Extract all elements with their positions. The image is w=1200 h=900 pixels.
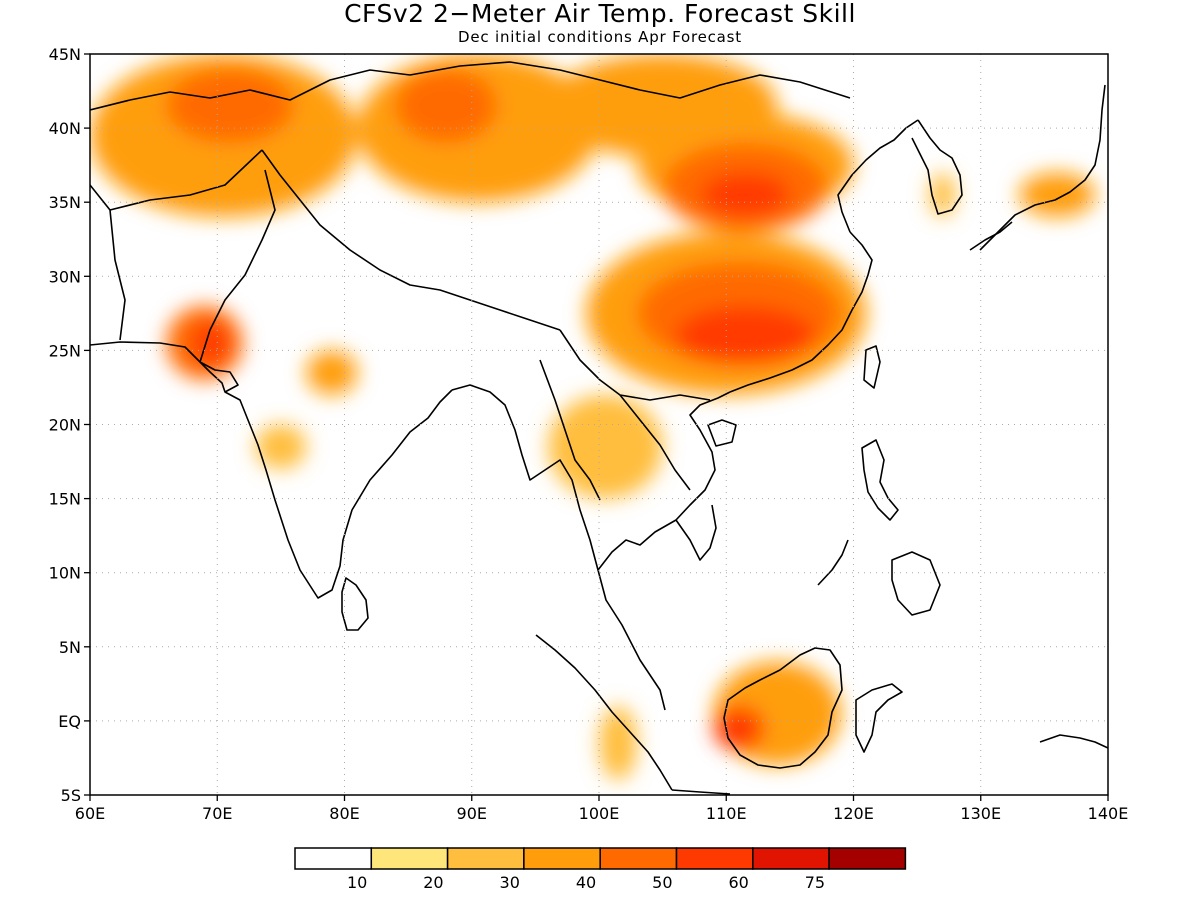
coastline-sri-lanka bbox=[341, 577, 369, 631]
skill-region-tarim-hotspot bbox=[395, 68, 498, 143]
skill-region-pakistan-peak bbox=[191, 320, 230, 366]
border-afghanistan bbox=[109, 149, 263, 211]
colorbar-label: 30 bbox=[500, 873, 520, 892]
lat-tick-label: EQ bbox=[58, 712, 81, 731]
coastline-japan bbox=[979, 84, 1106, 251]
coastlines bbox=[90, 61, 1108, 795]
border-central-asia bbox=[90, 69, 411, 111]
lat-tick-label: 40N bbox=[49, 119, 81, 138]
skill-region-north-china-peak bbox=[700, 172, 790, 218]
lon-tick-label: 130E bbox=[960, 804, 1001, 823]
lat-tick-label: 10N bbox=[49, 564, 81, 583]
skill-region-western-ghats bbox=[255, 424, 307, 469]
colorbar-swatch bbox=[370, 847, 449, 870]
border-mongolia-china bbox=[409, 61, 851, 99]
skill-region-indochina bbox=[548, 394, 663, 499]
colorbar-label: 10 bbox=[347, 873, 367, 892]
lon-tick-label: 70E bbox=[202, 804, 232, 823]
lat-tick-label: 45N bbox=[49, 45, 81, 64]
colorbar-swatch bbox=[752, 847, 830, 870]
coastline-palawan bbox=[817, 539, 849, 586]
lat-tick-label: 25N bbox=[49, 341, 81, 360]
colorbar-label: 20 bbox=[423, 873, 443, 892]
colorbar-swatch bbox=[446, 847, 525, 870]
coastline-kyushu bbox=[969, 221, 1013, 251]
skill-region-central-india bbox=[306, 350, 358, 395]
coastline-java bbox=[671, 789, 731, 795]
border-india-pakistan bbox=[199, 169, 276, 363]
lat-tick-label: 20N bbox=[49, 416, 81, 435]
colorbar-swatch bbox=[294, 847, 373, 870]
lat-tick-label: 5N bbox=[59, 638, 81, 657]
chart-title: CFSv2 2−Meter Air Temp. Forecast Skill bbox=[344, 0, 856, 28]
lat-tick-label: 5S bbox=[61, 786, 81, 805]
colorbar-label: 75 bbox=[805, 873, 825, 892]
colorbar-label: 50 bbox=[652, 873, 672, 892]
coastline-sumatra bbox=[535, 634, 673, 791]
lat-tick-label: 15N bbox=[49, 490, 81, 509]
chart-subtitle: Dec initial conditions Apr Forecast bbox=[458, 28, 742, 46]
skill-region-south-china-peak bbox=[675, 305, 816, 366]
border-myanmar-thailand bbox=[539, 359, 601, 501]
coastline-bay-of-bengal-east bbox=[451, 384, 666, 711]
lon-tick-label: 80E bbox=[329, 804, 359, 823]
coastline-borneo bbox=[723, 647, 843, 769]
axis-ticks: 60E 70E 80E 90E 100E 110E 120E 130E 140E 5S EQ 5N 10… bbox=[49, 45, 1129, 823]
border-laos-vietnam bbox=[619, 394, 691, 491]
coastline-sulawesi bbox=[855, 683, 903, 753]
coastline-north-china bbox=[837, 119, 919, 233]
colorbar-label: 40 bbox=[576, 873, 596, 892]
coastline-hainan bbox=[707, 419, 737, 447]
skill-region-borneo-peak bbox=[713, 706, 765, 751]
coastline-korea bbox=[911, 119, 963, 215]
lat-tick-label: 35N bbox=[49, 193, 81, 212]
colorbar: 10 20 30 40 50 60 75 bbox=[294, 847, 907, 892]
border-himalaya bbox=[261, 149, 561, 331]
colorbar-swatch bbox=[828, 847, 907, 870]
lon-tick-label: 90E bbox=[457, 804, 487, 823]
skill-region-central-asia-core bbox=[166, 68, 294, 143]
coastline-south-china bbox=[729, 231, 873, 393]
lon-tick-label: 60E bbox=[75, 804, 105, 823]
coastline-gujarat bbox=[199, 361, 239, 393]
colorbar-swatch bbox=[523, 847, 601, 870]
lon-tick-label: 120E bbox=[833, 804, 874, 823]
coastline-new-guinea bbox=[1039, 734, 1108, 749]
skill-region-sumatra-tip bbox=[599, 706, 638, 781]
coastline-taiwan bbox=[863, 345, 881, 389]
coastline-mindanao bbox=[891, 551, 941, 616]
colorbar-label: 60 bbox=[728, 873, 748, 892]
colorbar-swatch bbox=[599, 847, 678, 870]
lon-tick-label: 140E bbox=[1088, 804, 1129, 823]
lon-tick-label: 100E bbox=[579, 804, 620, 823]
skill-field bbox=[90, 54, 1096, 781]
coastline-gulf-of-thailand bbox=[597, 391, 731, 571]
coastline-vietnam-south bbox=[675, 504, 717, 561]
coastline-luzon bbox=[861, 439, 899, 521]
skill-region-japan bbox=[1018, 172, 1096, 218]
lon-tick-label: 110E bbox=[706, 804, 747, 823]
border-iran bbox=[90, 184, 126, 341]
colorbar-swatch bbox=[675, 847, 754, 870]
lat-tick-label: 30N bbox=[49, 267, 81, 286]
